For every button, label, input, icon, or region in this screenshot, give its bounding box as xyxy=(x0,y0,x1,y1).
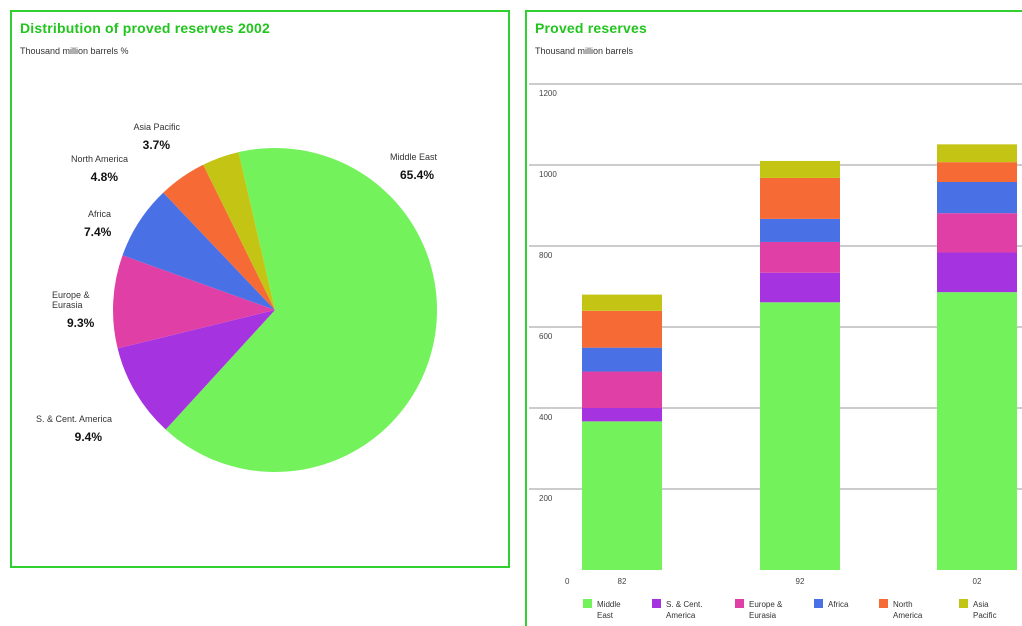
y-tick-label: 800 xyxy=(539,251,553,260)
legend-swatch xyxy=(583,599,592,608)
bar-segment-europe-and-eurasia-92 xyxy=(760,241,840,273)
legend-label: Eurasia xyxy=(749,611,777,620)
pie-chart-title: Distribution of proved reserves 2002 xyxy=(20,20,270,36)
legend-label: Asia xyxy=(973,600,989,609)
stacked-bar-chart: 0 200 400 600 800 1000 1200 82 92 02 Middle East S. … xyxy=(529,83,1022,620)
pie-slice-north-america xyxy=(163,164,275,310)
legend-label: Pacific xyxy=(973,611,997,620)
legend-swatch xyxy=(814,599,823,608)
pie-value-middle-east: 65.4% xyxy=(400,168,434,182)
pie-label-text: Africa xyxy=(88,209,111,219)
pie-value-s-and-cent-america: 9.4% xyxy=(75,430,103,444)
y-tick-label: 1200 xyxy=(539,89,557,98)
pie-label-text: Asia Pacific xyxy=(133,122,180,132)
bar-segment-middle-east-92 xyxy=(760,302,840,570)
pie-value-africa: 7.4% xyxy=(84,225,112,239)
pie-slice-asia-pacific xyxy=(203,152,275,310)
legend-label: America xyxy=(893,611,923,620)
bar-chart-subtitle: Thousand million barrels xyxy=(535,46,634,56)
pie-label-north-america: North America 4.8% xyxy=(71,154,128,184)
bar-segment-middle-east-02 xyxy=(937,292,1017,570)
y-tick-label: 400 xyxy=(539,413,553,422)
legend-swatch xyxy=(959,599,968,608)
pie-chart-panel: Distribution of proved reserves 2002 Tho… xyxy=(10,10,510,568)
legend-item-europe-and-eurasia: Europe & Eurasia xyxy=(735,599,783,620)
pie-value-asia-pacific: 3.7% xyxy=(143,138,171,152)
bar-segment-s-and-cent-america-02 xyxy=(937,252,1017,293)
pie-label-asia-pacific: Asia Pacific 3.7% xyxy=(133,122,180,152)
bar-segment-africa-82 xyxy=(582,347,662,372)
pie-label-text: Europe & xyxy=(52,290,90,300)
bar-segment-north-america-82 xyxy=(582,310,662,348)
pie-label-africa: Africa 7.4% xyxy=(84,209,112,239)
bar-segment-africa-92 xyxy=(760,218,840,242)
legend-item-north-america: North America xyxy=(879,599,923,620)
x-tick-label: 02 xyxy=(973,577,982,586)
pie-value-europe-and-eurasia: 9.3% xyxy=(67,316,95,330)
pie-slice-europe-and-eurasia xyxy=(112,255,275,349)
pie-slice-africa xyxy=(122,192,276,310)
legend-label: Europe & xyxy=(749,600,783,609)
bar-segment-asia-pacific-02 xyxy=(937,144,1017,163)
legend-item-asia-pacific: Asia Pacific xyxy=(959,599,997,620)
pie-label-text: Middle East xyxy=(390,152,438,162)
legend-item-africa: Africa xyxy=(814,599,849,609)
legend-label: North xyxy=(893,600,913,609)
legend-item-middle-east: Middle East xyxy=(583,599,621,620)
legend-label: Middle xyxy=(597,600,621,609)
pie-label-text: Eurasia xyxy=(52,300,83,310)
bar-segment-asia-pacific-92 xyxy=(760,160,840,178)
y-tick-label: 1000 xyxy=(539,170,557,179)
legend-swatch xyxy=(879,599,888,608)
legend-swatch xyxy=(735,599,744,608)
bar-segment-s-and-cent-america-82 xyxy=(582,408,662,422)
pie-chart-subtitle: Thousand million barrels % xyxy=(20,46,129,56)
pie-label-middle-east: Middle East 65.4% xyxy=(390,152,438,182)
bar-segment-africa-02 xyxy=(937,182,1017,214)
pie-label-text: North America xyxy=(71,154,128,164)
pie-label-s-and-cent-america: S. & Cent. America 9.4% xyxy=(36,414,112,444)
pie-label-europe-and-eurasia: Europe &Eurasia 9.3% xyxy=(52,290,95,330)
x-tick-label: 92 xyxy=(796,577,805,586)
y-tick-label: 200 xyxy=(539,494,553,503)
bar-segment-north-america-02 xyxy=(937,162,1017,183)
bar-segment-europe-and-eurasia-02 xyxy=(937,213,1017,253)
pie-slice-s-and-cent-america xyxy=(117,310,276,430)
bar-segment-north-america-92 xyxy=(760,177,840,219)
bar-segment-s-and-cent-america-92 xyxy=(760,272,840,303)
x-tick-label: 82 xyxy=(618,577,627,586)
bar-chart-title: Proved reserves xyxy=(535,20,647,36)
bar-segment-middle-east-82 xyxy=(582,421,662,570)
bar-segment-europe-and-eurasia-82 xyxy=(582,371,662,408)
legend-label: S. & Cent. xyxy=(666,600,702,609)
legend-label: America xyxy=(666,611,696,620)
y-tick-label: 0 xyxy=(565,577,570,586)
pie-value-north-america: 4.8% xyxy=(91,170,119,184)
pie-label-text: S. & Cent. America xyxy=(36,414,112,424)
y-tick-label: 600 xyxy=(539,332,553,341)
legend-swatch xyxy=(652,599,661,608)
legend-label: East xyxy=(597,611,614,620)
pie-chart: Middle East 65.4% S. & Cent. America 9.4% Eu… xyxy=(36,122,438,473)
bar-chart-panel: Proved reserves Thousand million barrels… xyxy=(525,10,1022,626)
legend-label: Africa xyxy=(828,600,849,609)
bar-segment-asia-pacific-82 xyxy=(582,294,662,311)
legend-item-s-and-cent-america: S. & Cent. America xyxy=(652,599,702,620)
pie-slice-middle-east xyxy=(165,148,438,473)
